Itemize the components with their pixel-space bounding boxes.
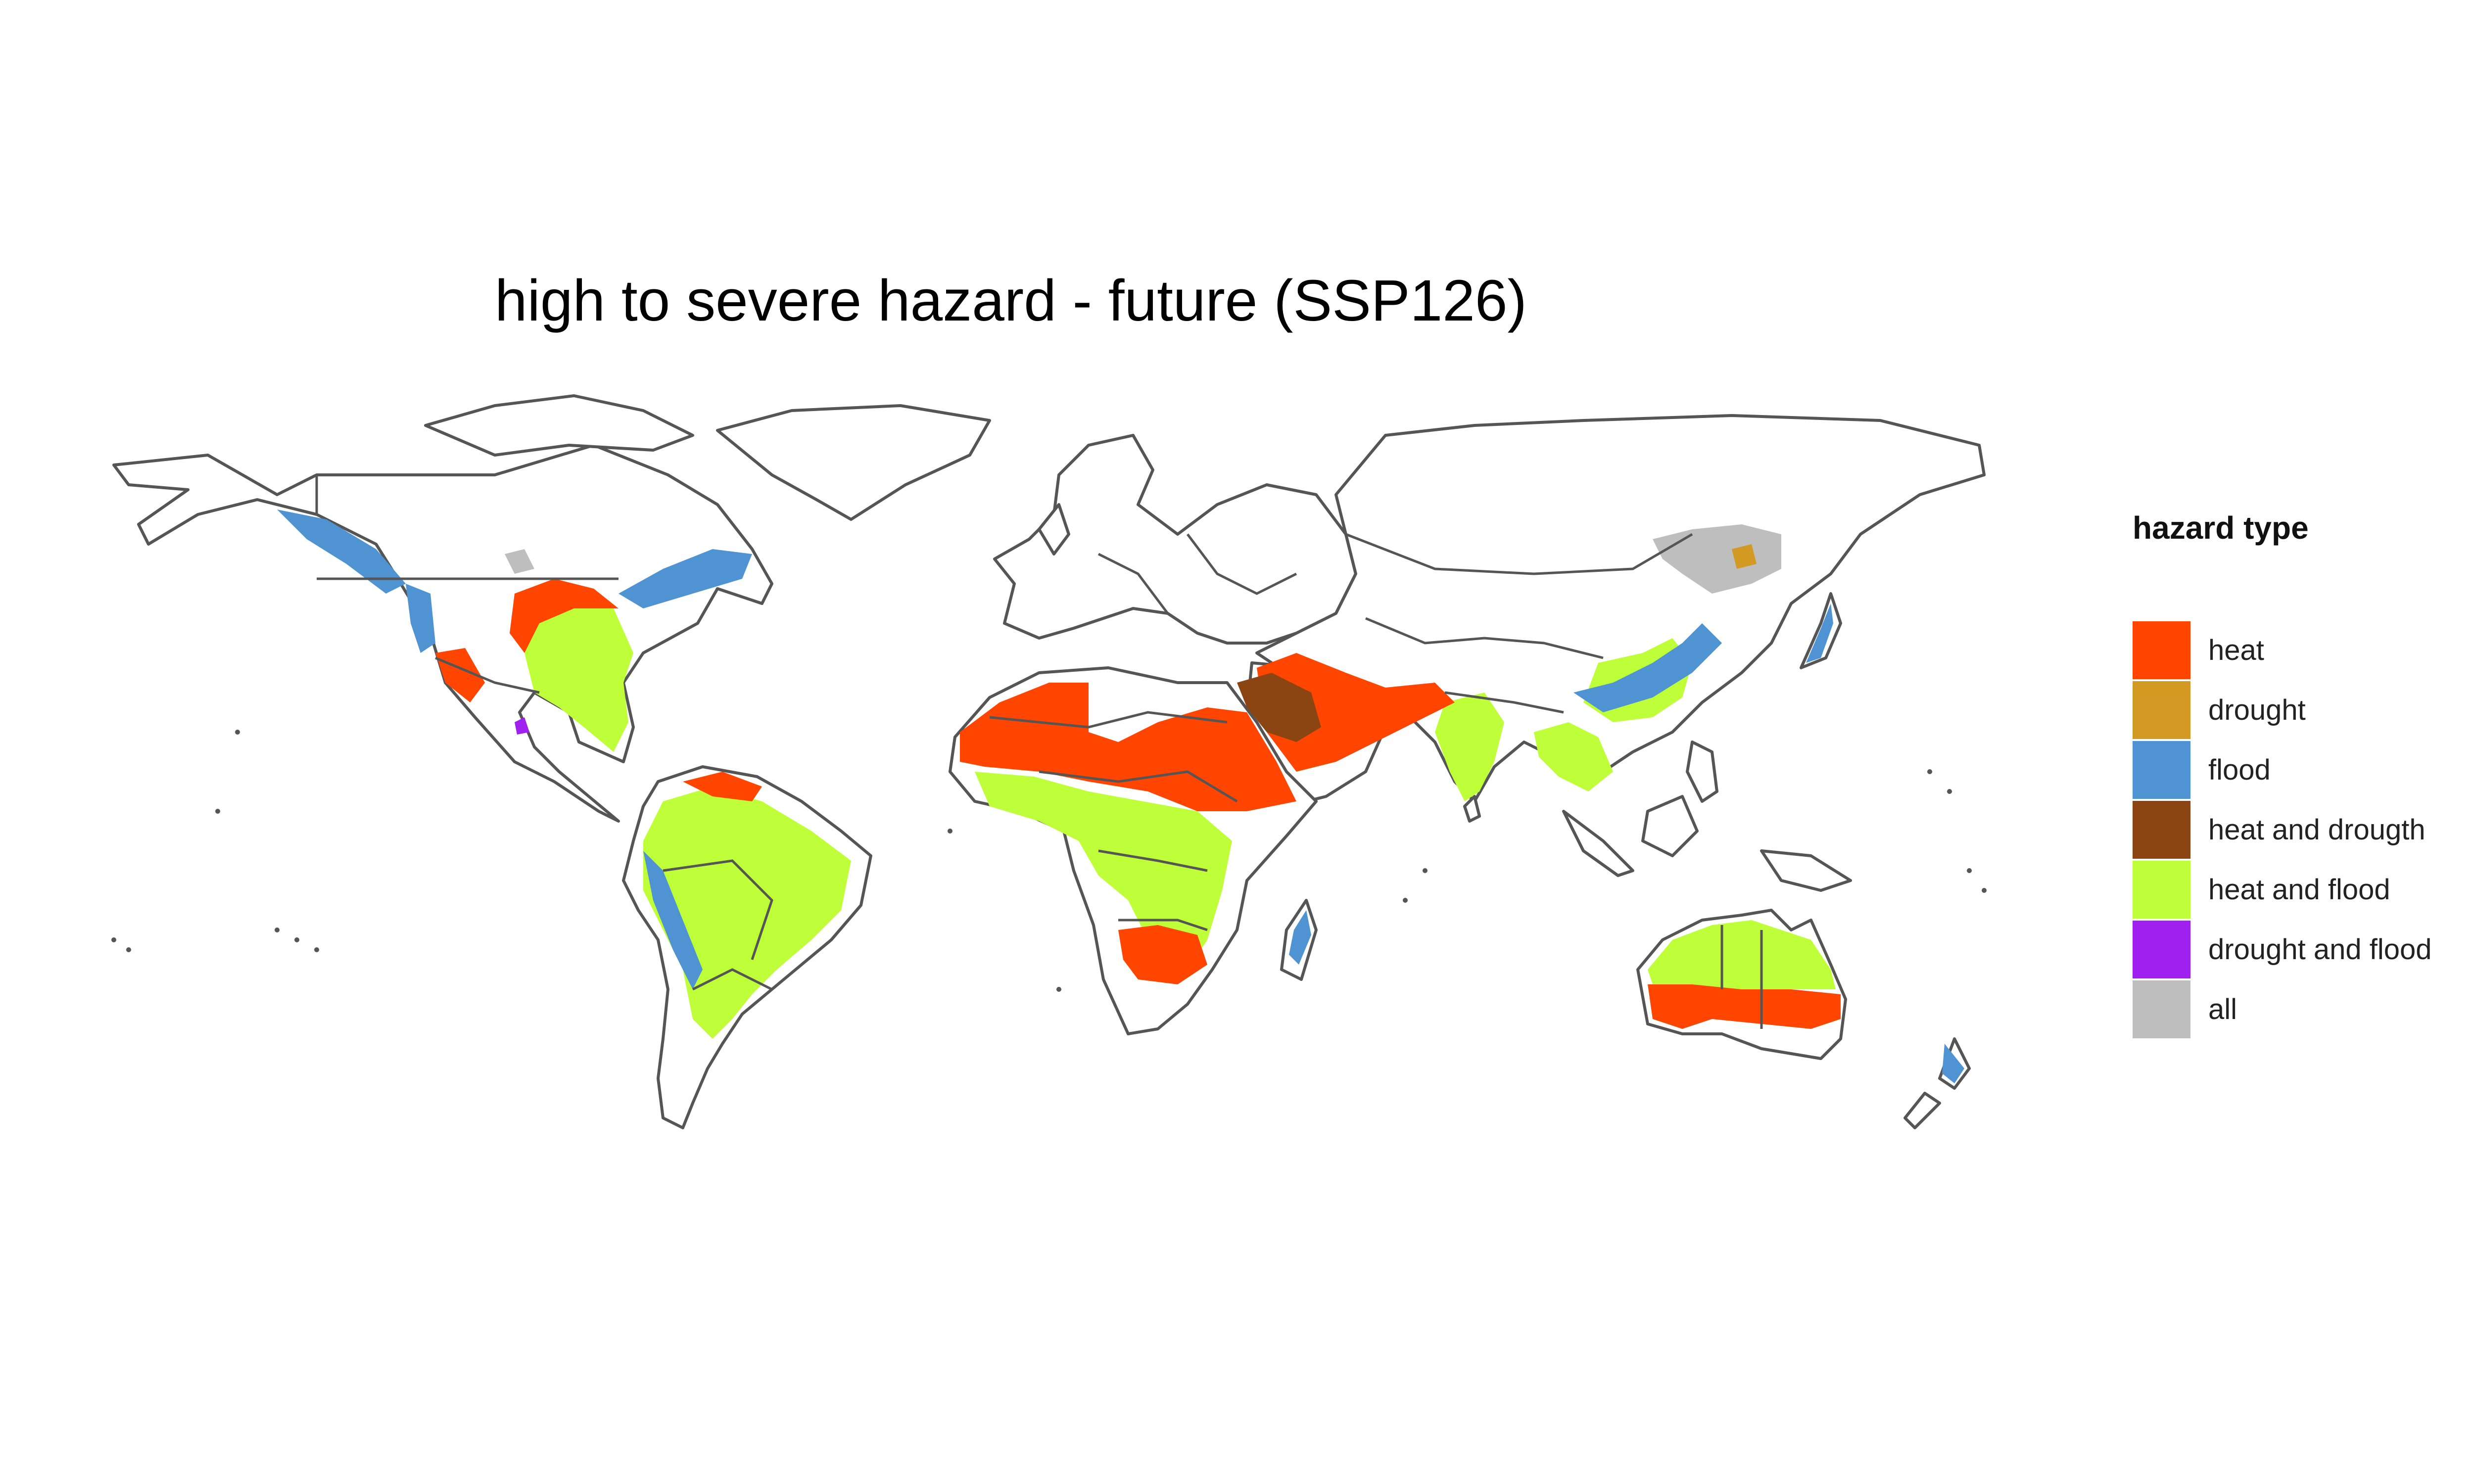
hazard-drought-manchuria xyxy=(1732,544,1757,569)
border-india-china xyxy=(1444,691,1564,714)
legend-label: heat xyxy=(2208,634,2264,666)
hazard-flood-west-coast xyxy=(406,584,435,653)
land-north-america xyxy=(112,444,773,823)
legend-item-heat-and-drougth: heat and drougth xyxy=(2133,800,2469,860)
legend-swatch xyxy=(2133,741,2190,799)
border-us-mexico xyxy=(435,656,540,694)
border-central-asia xyxy=(1365,617,1604,659)
border-russia xyxy=(1345,533,1693,575)
border-europe-1 xyxy=(1097,553,1169,614)
border-australia xyxy=(1720,925,1763,1029)
hazard-flood-east-asia xyxy=(1573,623,1722,712)
land-arctic-islands xyxy=(424,394,694,457)
legend-swatch xyxy=(2133,980,2190,1038)
land-europe xyxy=(993,434,1357,645)
hazard-heat-south-africa xyxy=(1118,925,1207,984)
land-borneo xyxy=(1641,795,1699,857)
hazard-drought-flood-mexico xyxy=(515,717,529,735)
hazard-heat-flood-india xyxy=(1435,693,1504,801)
land-greenland xyxy=(716,404,991,521)
small-islands xyxy=(111,730,1987,992)
border-africa-3 xyxy=(1098,849,1208,872)
hazard-heat-north-america xyxy=(510,579,618,653)
legend-item-drought-and-flood: drought and flood xyxy=(2133,920,2469,979)
hazard-heat-venezuela xyxy=(683,772,762,801)
hazard-all-canada xyxy=(505,549,534,574)
legend-item-flood: flood xyxy=(2133,740,2469,800)
hazard-flood-us-northeast xyxy=(618,549,752,608)
border-africa-4 xyxy=(1118,919,1208,931)
legend-swatch xyxy=(2133,921,2190,978)
hazard-heat-australia-south xyxy=(1648,984,1841,1029)
legend-label: heat and flood xyxy=(2208,874,2390,906)
legend-swatch xyxy=(2133,681,2190,739)
hazard-flood-new-zealand xyxy=(1942,1044,1964,1083)
border-europe-2 xyxy=(1187,533,1297,595)
hazard-layer xyxy=(277,510,1964,1083)
hazard-heat-drought-arabia xyxy=(1237,673,1321,742)
map-title: high to severe hazard - future (SSP126) xyxy=(495,268,1527,333)
legend-swatch xyxy=(2133,801,2190,859)
hazard-heat-middle-east xyxy=(1257,653,1455,772)
border-layer xyxy=(315,475,1763,1029)
land-new-zealand-south xyxy=(1903,1092,1941,1129)
legend-swatch xyxy=(2133,621,2190,679)
hazard-flood-japan xyxy=(1806,603,1833,663)
land-philippines xyxy=(1686,741,1718,803)
border-sa-1 xyxy=(663,859,773,960)
hazard-heat-flood-usa xyxy=(524,594,633,752)
hazard-flood-alaska xyxy=(277,510,406,594)
legend-item-heat: heat xyxy=(2133,620,2469,680)
legend-label: drought xyxy=(2208,694,2306,726)
legend-swatch xyxy=(2133,861,2190,919)
land-sumatra xyxy=(1562,810,1634,877)
legend-label: flood xyxy=(2208,754,2271,786)
border-africa-1 xyxy=(989,711,1228,729)
land-sri-lanka xyxy=(1463,795,1481,823)
legend-label: all xyxy=(2208,993,2237,1025)
border-africa-2 xyxy=(1039,770,1238,803)
hazard-heat-flood-australia xyxy=(1648,920,1836,989)
legend: hazard type heat drought flood heat and dro… xyxy=(2133,510,2469,1039)
hazard-all-manchuria xyxy=(1653,524,1781,594)
hazard-heat-flood-se-asia xyxy=(1534,722,1613,791)
legend-item-drought: drought xyxy=(2133,680,2469,740)
hazard-heat-mexico xyxy=(435,648,485,702)
legend-title: hazard type xyxy=(2133,510,2309,546)
land-new-guinea xyxy=(1760,849,1852,892)
land-british-isles xyxy=(1038,503,1070,556)
hazard-flood-andes xyxy=(643,851,703,989)
hazard-heat-sahara xyxy=(960,683,1296,811)
legend-item-heat-and-flood: heat and flood xyxy=(2133,860,2469,920)
hazard-flood-madagascar xyxy=(1289,910,1311,965)
legend-items: heat drought flood heat and drougth heat and… xyxy=(2133,620,2469,1039)
border-sa-2 xyxy=(692,968,773,991)
legend-label: heat and drougth xyxy=(2208,814,2426,846)
legend-label: drought and flood xyxy=(2208,933,2432,966)
legend-item-all: all xyxy=(2133,979,2469,1039)
